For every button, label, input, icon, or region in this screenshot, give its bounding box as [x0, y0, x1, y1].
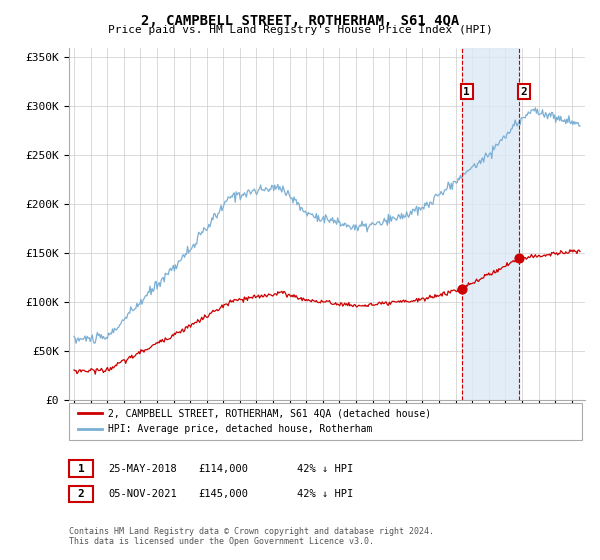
- Text: 2: 2: [521, 87, 527, 97]
- Bar: [462, 48, 519, 400]
- Text: 2, CAMPBELL STREET, ROTHERHAM, S61 4QA: 2, CAMPBELL STREET, ROTHERHAM, S61 4QA: [141, 14, 459, 28]
- Text: HPI: Average price, detached house, Rotherham: HPI: Average price, detached house, Roth…: [108, 424, 373, 435]
- Text: 2: 2: [77, 489, 85, 499]
- Text: 05-NOV-2021: 05-NOV-2021: [108, 489, 177, 499]
- Point: [514, 254, 524, 263]
- Text: 42% ↓ HPI: 42% ↓ HPI: [297, 464, 353, 474]
- Text: £114,000: £114,000: [198, 464, 248, 474]
- Text: 1: 1: [77, 464, 85, 474]
- Text: Contains HM Land Registry data © Crown copyright and database right 2024.
This d: Contains HM Land Registry data © Crown c…: [69, 526, 434, 546]
- Text: 2, CAMPBELL STREET, ROTHERHAM, S61 4QA (detached house): 2, CAMPBELL STREET, ROTHERHAM, S61 4QA (…: [108, 408, 431, 418]
- Point: [457, 284, 467, 293]
- Text: 1: 1: [463, 87, 470, 97]
- Text: £145,000: £145,000: [198, 489, 248, 499]
- Text: 25-MAY-2018: 25-MAY-2018: [108, 464, 177, 474]
- Text: 42% ↓ HPI: 42% ↓ HPI: [297, 489, 353, 499]
- Text: Price paid vs. HM Land Registry's House Price Index (HPI): Price paid vs. HM Land Registry's House …: [107, 25, 493, 35]
